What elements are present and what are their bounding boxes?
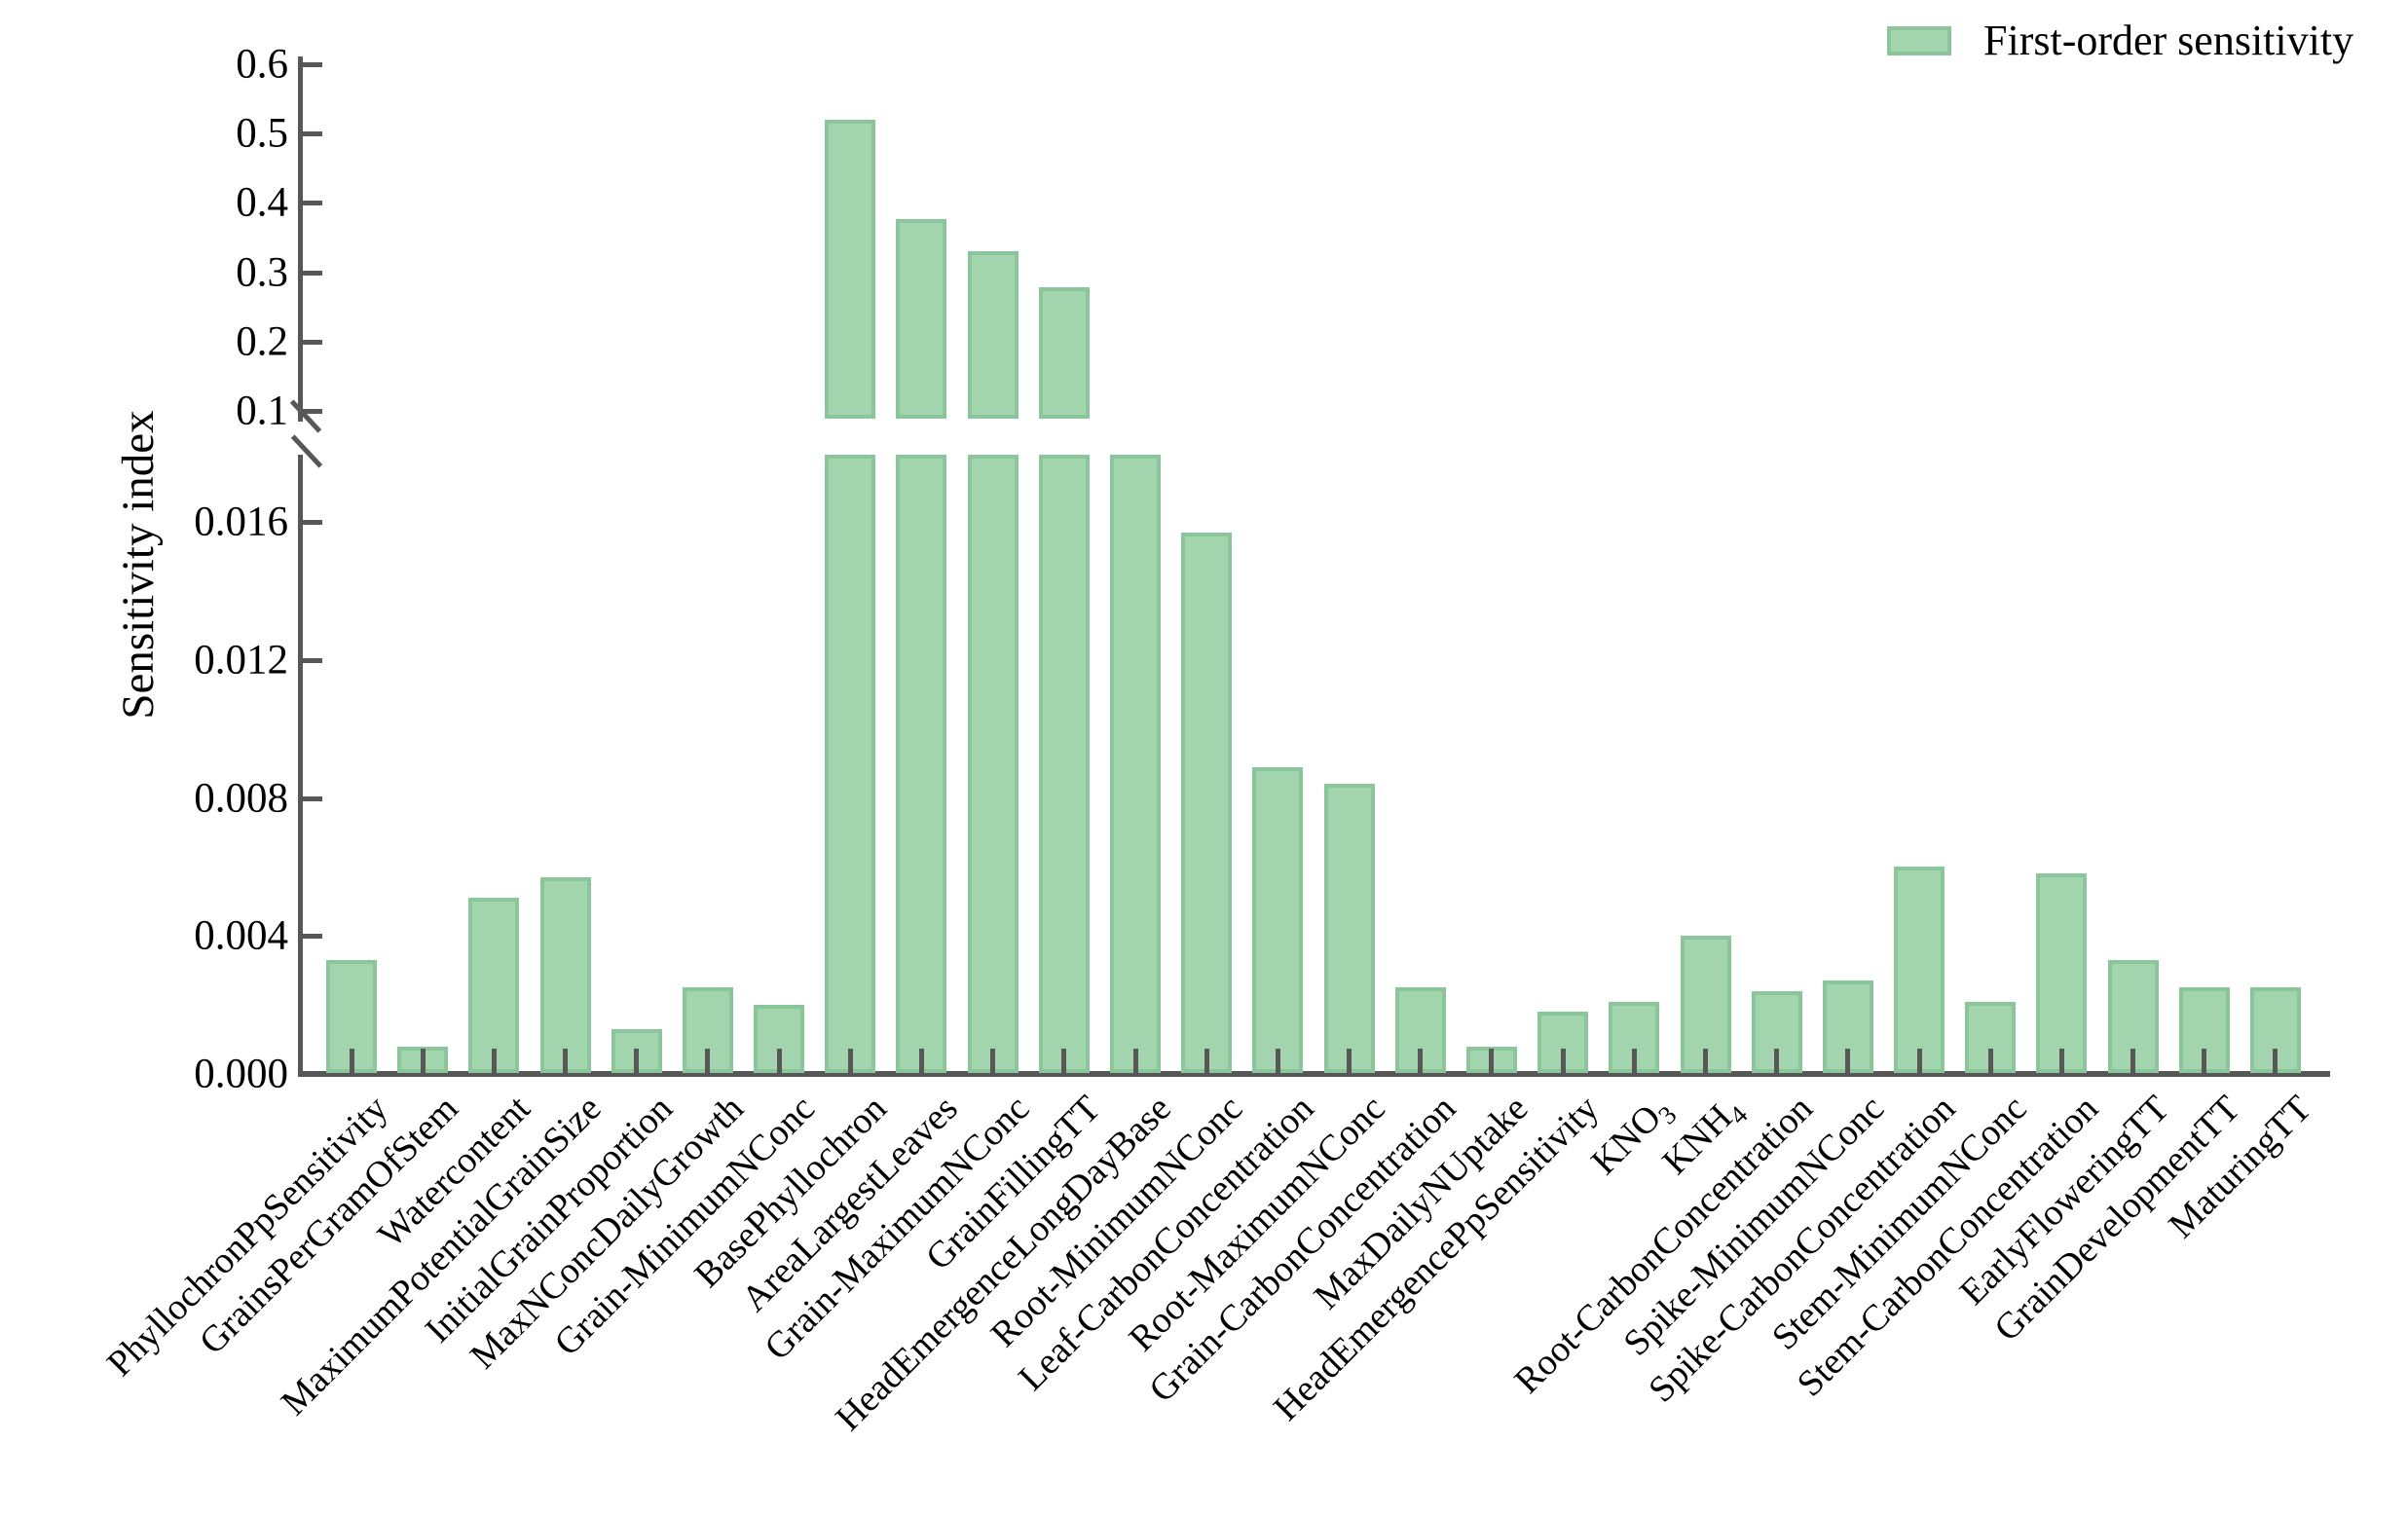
- y-axis-tick-lower: [303, 934, 322, 940]
- x-category-label: KNO3: [1583, 1096, 1683, 1183]
- bar-Root-MaximumNConc: [1323, 784, 1375, 1073]
- x-axis-tick: [563, 1049, 569, 1074]
- bar-upper-BasePhyllochron: [825, 119, 876, 419]
- y-axis-tick-label: 0.008: [194, 775, 288, 822]
- y-axis-tick-lower: [303, 520, 322, 526]
- bar-Leaf-CarbonConcentration: [1252, 766, 1304, 1073]
- x-axis-tick: [847, 1049, 853, 1074]
- x-axis-tick: [1560, 1049, 1566, 1074]
- x-axis-tick: [1061, 1049, 1067, 1074]
- y-axis-tick-label: 0.6: [236, 41, 288, 88]
- x-axis-tick: [2273, 1049, 2278, 1074]
- y-axis-tick-upper: [303, 62, 322, 67]
- x-axis-tick: [1774, 1049, 1780, 1074]
- y-axis-tick-upper: [303, 131, 322, 137]
- x-axis-tick: [2058, 1049, 2064, 1074]
- x-axis-tick: [1347, 1049, 1352, 1074]
- bar-AreaLargestLeaves: [896, 455, 947, 1073]
- y-axis-tick-label: 0.4: [236, 179, 288, 226]
- y-axis-tick-upper: [303, 339, 322, 345]
- legend: First-order sensitivity: [1887, 18, 2353, 64]
- x-axis-tick: [1631, 1049, 1637, 1074]
- y-axis-tick-label: 0.3: [236, 249, 288, 296]
- y-axis-tick-upper: [303, 270, 322, 276]
- legend-label: First-order sensitivity: [1983, 17, 2354, 64]
- bar-Grain-MaximumNConc: [967, 455, 1019, 1073]
- axis-break-slash-upper: [289, 399, 322, 433]
- y-axis-tick-label: 0.012: [194, 637, 288, 684]
- x-axis-tick: [1987, 1049, 1993, 1074]
- x-axis-tick: [776, 1049, 782, 1074]
- x-axis-tick: [918, 1049, 924, 1074]
- y-axis-tick-label: 0.5: [236, 110, 288, 157]
- bar-upper-AreaLargestLeaves: [896, 218, 947, 419]
- x-axis-tick: [1845, 1049, 1851, 1074]
- x-axis-tick: [349, 1049, 354, 1074]
- axis-break-slash-lower: [290, 434, 323, 468]
- x-axis-tick: [705, 1049, 711, 1074]
- y-axis-tick-label: 0.1: [236, 388, 288, 434]
- y-axis-tick-lower: [303, 795, 322, 801]
- x-axis-tick: [1132, 1049, 1138, 1074]
- bar-HeadEmergenceLongDayBase: [1110, 455, 1162, 1073]
- y-axis-line-lower: [298, 455, 303, 1077]
- y-axis-line-upper: [298, 56, 303, 422]
- y-axis-tick-label: 0.2: [236, 318, 288, 365]
- x-axis-tick: [634, 1049, 640, 1074]
- y-axis-tick-upper: [303, 201, 322, 206]
- x-axis-tick: [1418, 1049, 1424, 1074]
- y-axis-tick-upper: [303, 409, 322, 414]
- bar-upper-Grain-MaximumNConc: [967, 251, 1019, 419]
- bar-GrainFillingTT: [1038, 455, 1090, 1073]
- bar-Watercontent: [468, 898, 520, 1073]
- x-axis-tick: [1489, 1049, 1495, 1074]
- y-axis-tick-label: 0.004: [194, 912, 288, 959]
- bar-Root-MinimumNConc: [1181, 532, 1233, 1073]
- x-axis-tick: [1703, 1049, 1708, 1074]
- bar-Spike-CarbonConcentration: [1894, 867, 1945, 1073]
- x-axis-tick: [1275, 1049, 1280, 1074]
- x-axis-tick: [1916, 1049, 1922, 1074]
- legend-swatch: [1887, 26, 1951, 55]
- bar-MaximumPotentialGrainSize: [539, 877, 591, 1073]
- x-axis-line: [298, 1071, 2330, 1077]
- bar-upper-GrainFillingTT: [1038, 287, 1090, 419]
- y-axis-tick-lower: [303, 657, 322, 663]
- x-axis-tick: [990, 1049, 996, 1074]
- x-axis-tick: [1204, 1049, 1209, 1074]
- y-axis-tick-label: 0.000: [194, 1051, 288, 1097]
- bar-MaxNConcDailyGrowth: [682, 987, 733, 1073]
- x-axis-tick: [2130, 1049, 2136, 1074]
- x-axis-tick: [491, 1049, 497, 1074]
- x-axis-tick: [420, 1049, 426, 1074]
- bar-BasePhyllochron: [825, 455, 876, 1073]
- bar-Stem-CarbonConcentration: [2036, 873, 2088, 1073]
- y-axis-tick-label: 0.016: [194, 499, 288, 545]
- x-axis-tick: [2202, 1049, 2207, 1074]
